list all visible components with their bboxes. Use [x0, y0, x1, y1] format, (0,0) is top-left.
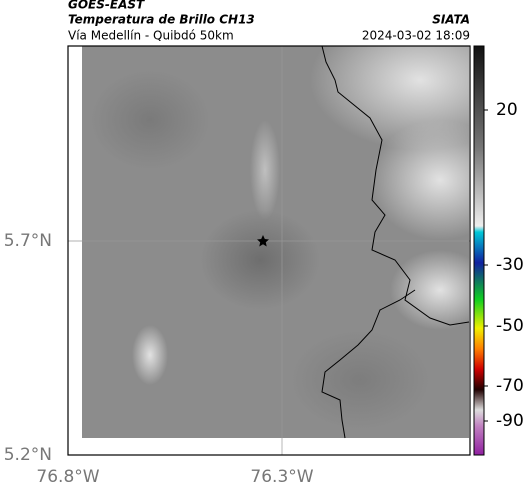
source-label: SIATA	[432, 13, 470, 27]
location-marker	[257, 235, 269, 247]
lon-label: 76.8°W	[36, 467, 99, 487]
lat-label: 5.2°N	[4, 445, 52, 465]
colorbar-tick-label: -90	[496, 411, 524, 431]
map-frame	[67, 45, 471, 456]
colorbar-tick-label: -30	[496, 255, 524, 275]
colorbar-tick-label: 20	[496, 100, 518, 120]
satellite-image	[82, 46, 469, 438]
route-label: Vía Medellín - Quibdó 50km	[68, 29, 234, 43]
product-title: Temperatura de Brillo CH13	[68, 13, 255, 27]
satellite-label: GOES-EAST	[68, 0, 145, 12]
colorbar-tick-label: -70	[496, 376, 524, 396]
lat-label: 5.7°N	[4, 231, 52, 251]
timestamp: 2024-03-02 18:09	[362, 29, 470, 43]
colorbar-ticks: 20 -30 -50 -70 -90	[484, 100, 524, 431]
lon-label: 76.3°W	[250, 467, 313, 487]
boundary-line	[321, 45, 470, 439]
colorbar-tick-label: -50	[496, 316, 524, 336]
colorbar	[473, 45, 485, 456]
